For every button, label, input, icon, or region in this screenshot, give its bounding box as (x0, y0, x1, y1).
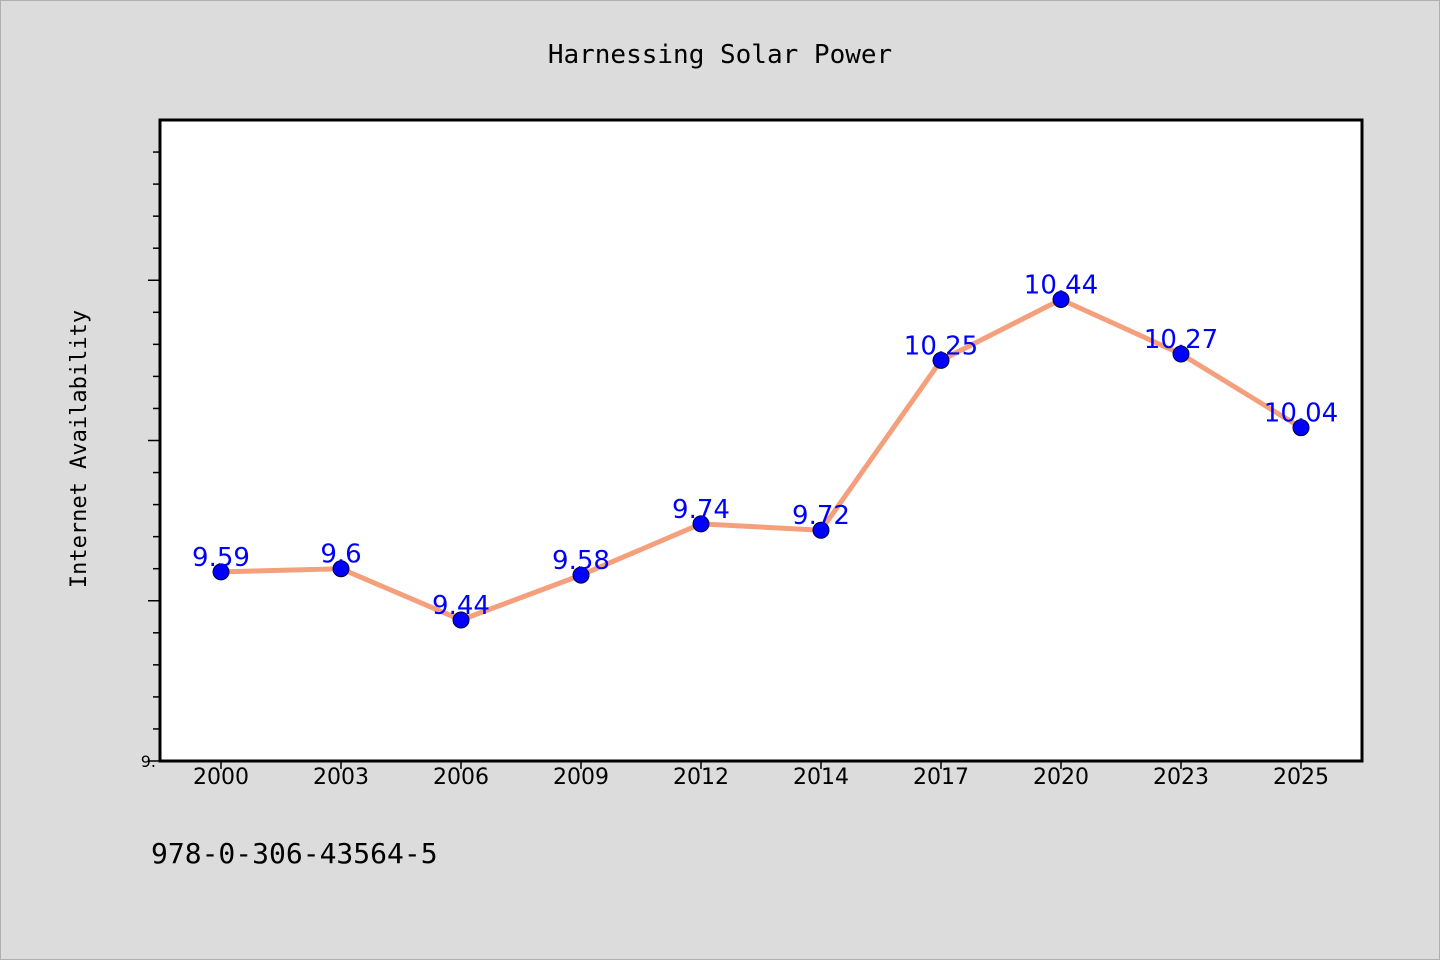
y-axis-ticks (148, 151, 160, 762)
data-label: 10.04 (1264, 399, 1338, 429)
x-axis-tick-labels: 2000 2003 2006 2009 2012 2014 2017 2020 2023 2025 (193, 765, 1329, 790)
x-tick-label: 2023 (1153, 765, 1209, 790)
data-point (572, 566, 590, 584)
data-point (332, 560, 350, 578)
x-axis-ticks (220, 761, 1302, 769)
data-point (212, 563, 230, 581)
x-tick-label: 2006 (433, 765, 489, 790)
y-tick-label: 9. (141, 752, 156, 771)
data-label: 9.72 (792, 501, 850, 531)
data-label: 9.44 (432, 591, 490, 621)
x-tick-label: 2014 (793, 765, 849, 790)
y-axis-label: Internet Availability (67, 310, 92, 588)
data-point (1052, 290, 1070, 308)
x-tick-label: 2003 (313, 765, 369, 790)
data-label: 9.6 (320, 540, 361, 570)
data-point (692, 515, 710, 533)
data-point (1292, 419, 1310, 437)
x-tick-label: 2017 (913, 765, 969, 790)
chart-title: Harnessing Solar Power (548, 40, 892, 70)
data-labels: 9.59 9.6 9.44 9.58 9.74 9.72 10.25 10.44 10.27 10… (192, 270, 1338, 620)
data-point (452, 611, 470, 629)
x-tick-label: 2009 (553, 765, 609, 790)
x-tick-label: 2012 (673, 765, 729, 790)
y-axis-tick-labels: 9. (141, 752, 156, 771)
series-line (218, 296, 1304, 623)
data-label: 9.59 (192, 543, 250, 573)
data-markers (212, 290, 1310, 629)
data-point (812, 521, 830, 539)
data-label: 9.58 (552, 546, 610, 576)
x-tick-label: 2000 (193, 765, 249, 790)
x-tick-label: 2025 (1273, 765, 1329, 790)
data-label: 10.44 (1024, 270, 1098, 300)
plot-area (158, 118, 1364, 763)
isbn-footer: 978-0-306-43564-5 (151, 837, 438, 870)
data-label: 10.25 (904, 331, 978, 361)
x-tick-label: 2020 (1033, 765, 1089, 790)
data-point (1172, 345, 1190, 363)
data-label: 10.27 (1144, 325, 1218, 355)
data-point (932, 351, 950, 369)
data-label: 9.74 (672, 495, 730, 525)
